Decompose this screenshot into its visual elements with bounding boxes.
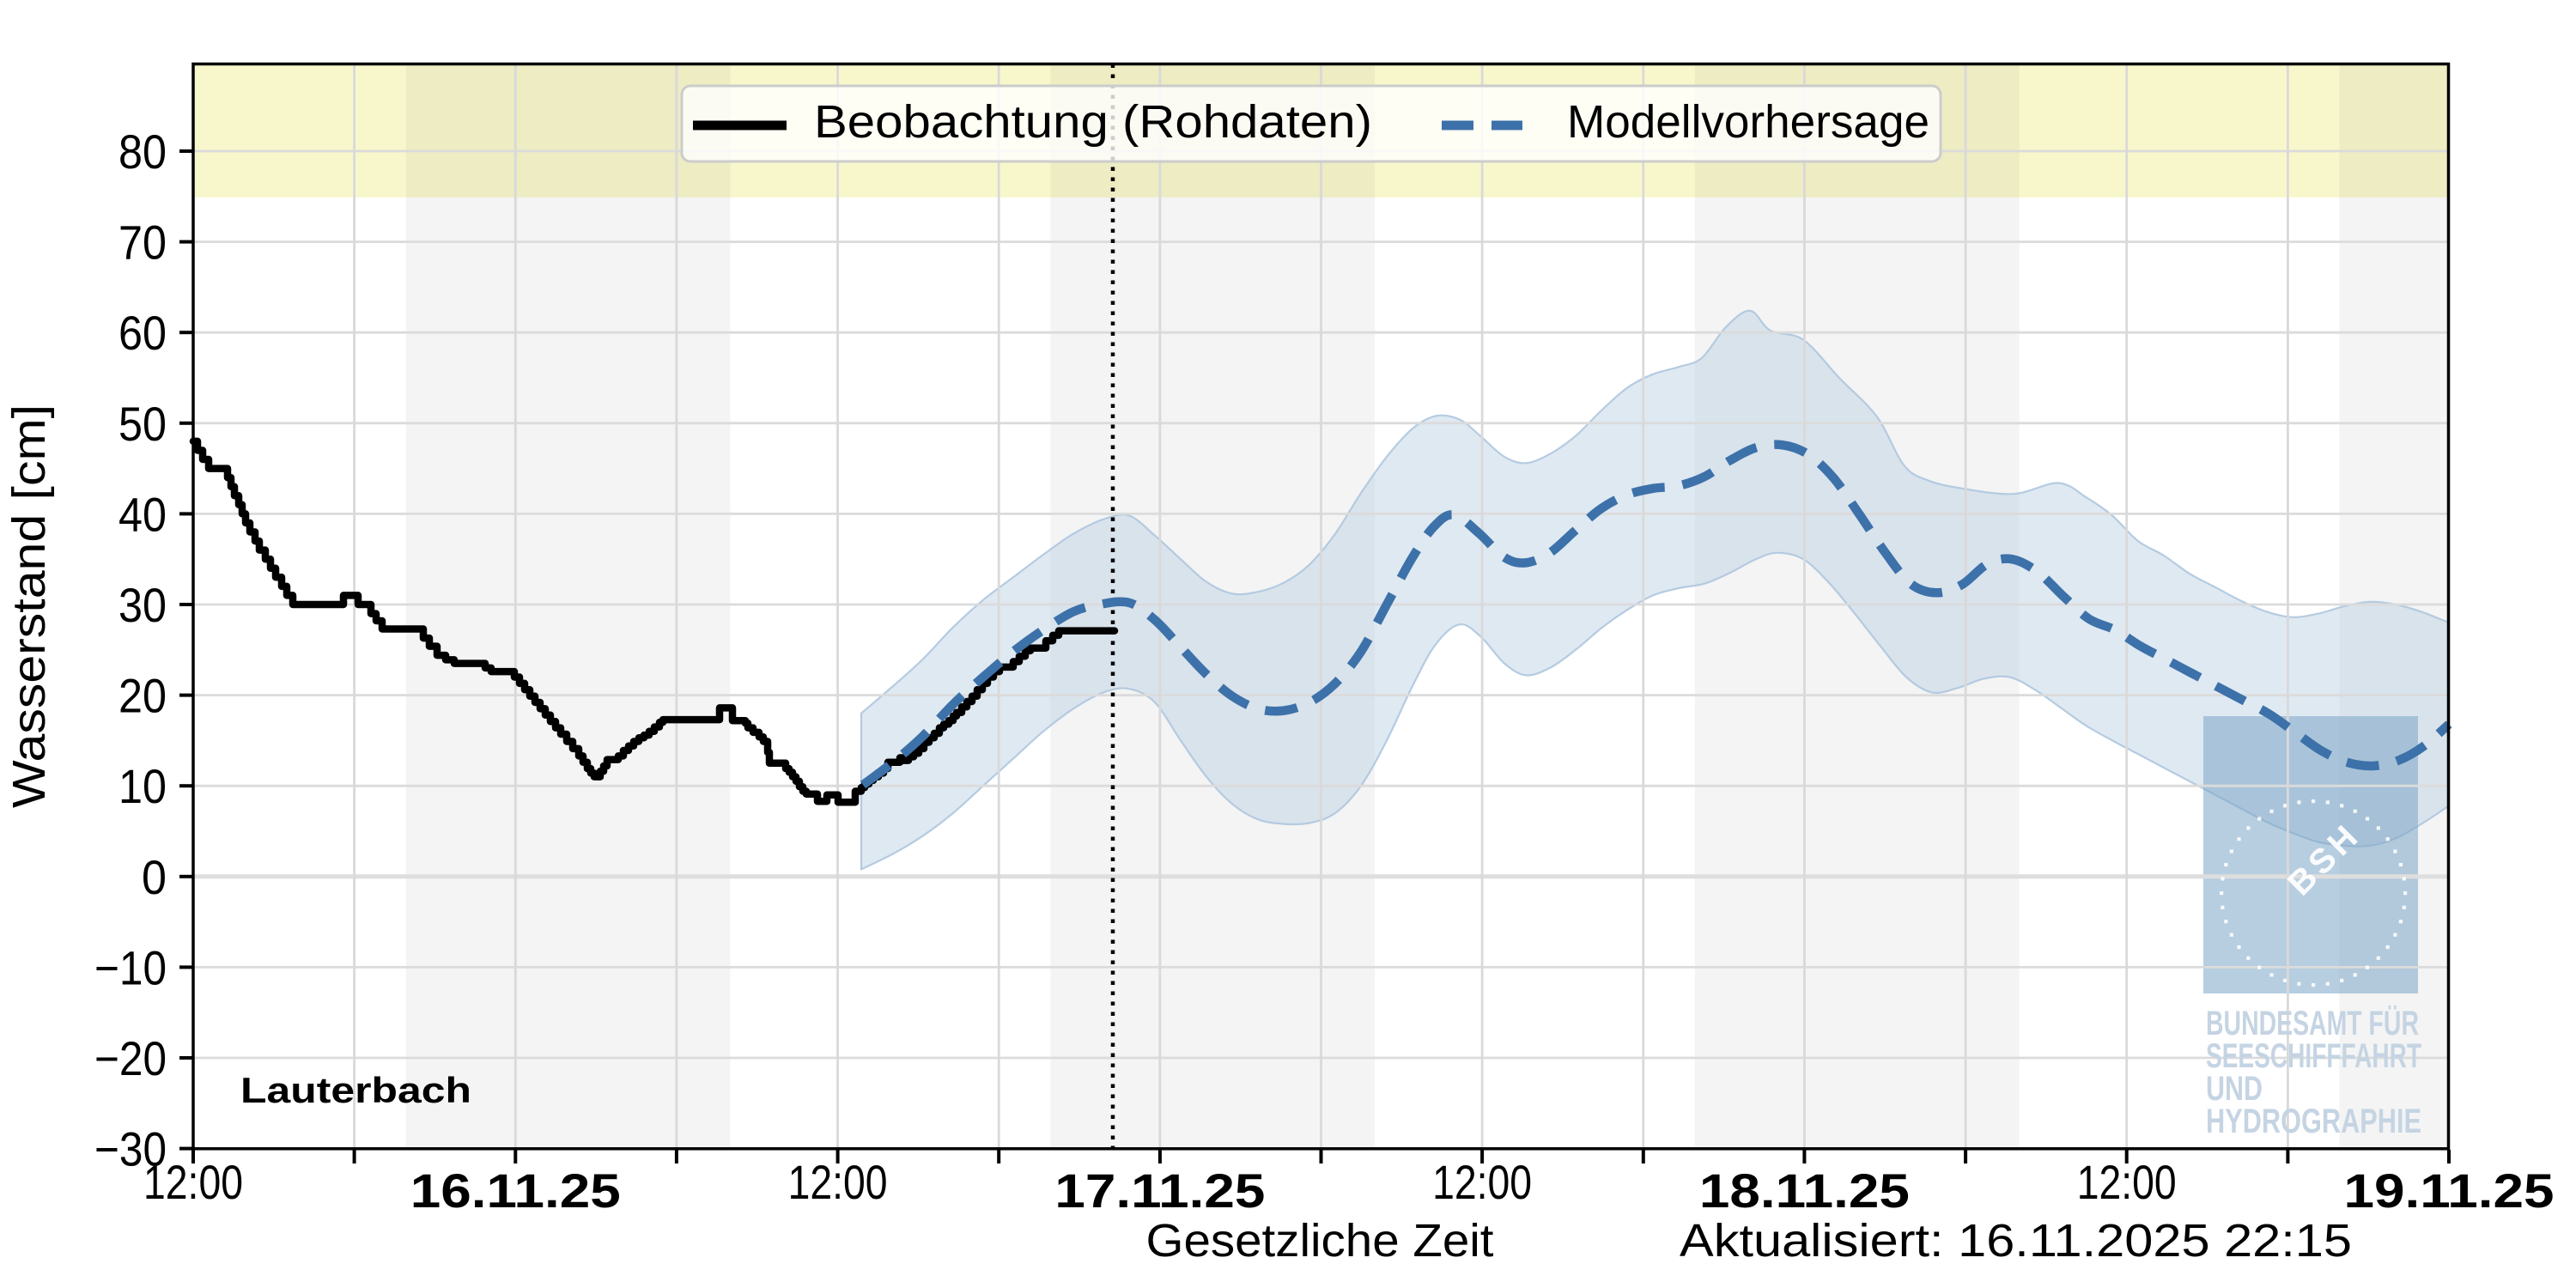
svg-text:20: 20	[118, 669, 167, 723]
svg-text:−30: −30	[94, 1122, 167, 1176]
svg-text:12:00: 12:00	[1432, 1155, 1532, 1209]
svg-text:50: 50	[118, 397, 167, 451]
svg-text:80: 80	[118, 125, 167, 179]
svg-text:16.11.25: 16.11.25	[410, 1163, 621, 1218]
svg-text:Modellvorhersage: Modellvorhersage	[1567, 96, 1929, 148]
svg-text:30: 30	[118, 578, 167, 632]
svg-text:10: 10	[118, 759, 167, 813]
svg-text:−10: −10	[94, 940, 167, 994]
svg-text:−20: −20	[94, 1031, 167, 1085]
svg-text:12:00: 12:00	[788, 1155, 888, 1209]
svg-text:12:00: 12:00	[143, 1155, 243, 1209]
svg-text:60: 60	[118, 306, 167, 360]
svg-text:UND: UND	[2206, 1070, 2263, 1108]
svg-text:70: 70	[118, 216, 167, 270]
svg-text:HYDROGRAPHIE: HYDROGRAPHIE	[2206, 1103, 2421, 1140]
svg-text:Beobachtung (Rohdaten): Beobachtung (Rohdaten)	[814, 96, 1372, 148]
svg-text:40: 40	[118, 487, 167, 541]
svg-text:Aktualisiert: 16.11.2025 22:15: Aktualisiert: 16.11.2025 22:15	[1680, 1215, 2352, 1267]
svg-text:Wasserstand [cm]: Wasserstand [cm]	[3, 404, 55, 808]
svg-text:BUNDESAMT FÜR: BUNDESAMT FÜR	[2206, 1004, 2419, 1042]
svg-text:Lauterbach: Lauterbach	[240, 1070, 471, 1110]
svg-text:18.11.25: 18.11.25	[1699, 1163, 1910, 1218]
svg-text:19.11.25: 19.11.25	[2344, 1163, 2555, 1218]
svg-text:17.11.25: 17.11.25	[1054, 1163, 1265, 1218]
svg-text:0: 0	[142, 850, 167, 904]
svg-text:SEESCHIFFFAHRT: SEESCHIFFFAHRT	[2206, 1037, 2421, 1075]
svg-text:Gesetzliche Zeit: Gesetzliche Zeit	[1146, 1215, 1494, 1267]
svg-text:12:00: 12:00	[2077, 1155, 2177, 1209]
